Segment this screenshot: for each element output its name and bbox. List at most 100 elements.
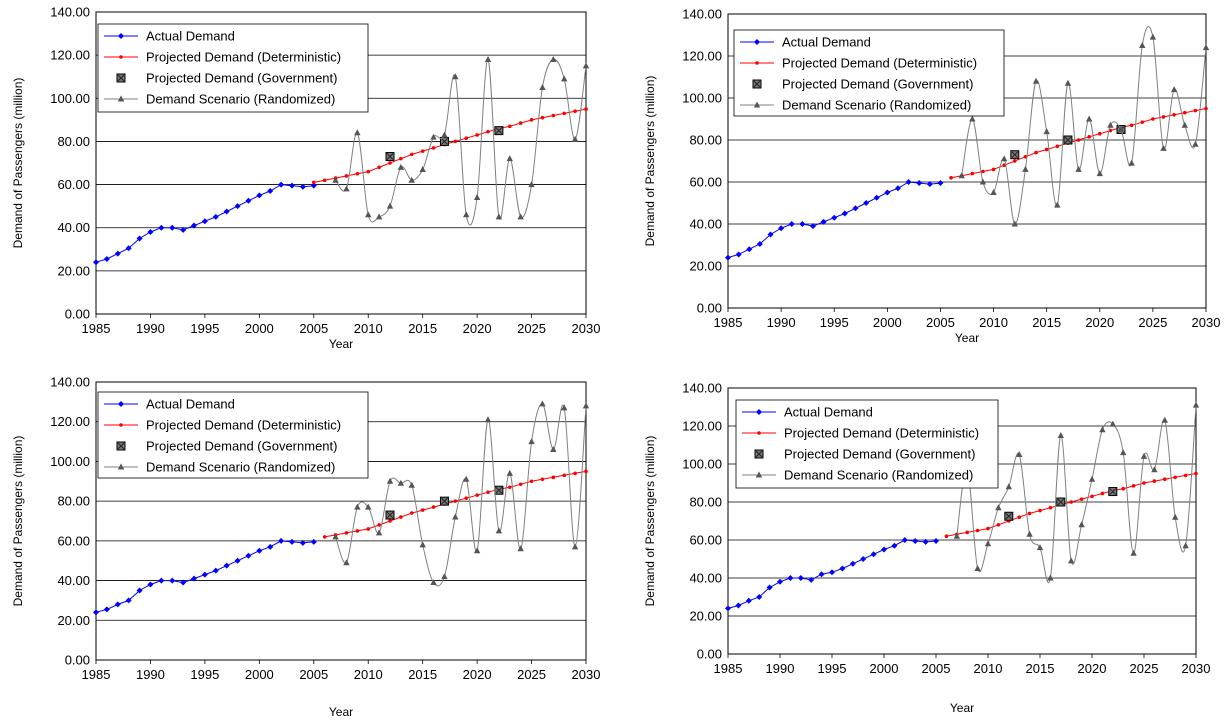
data-point-19 [528,438,535,445]
data-point-21 [1161,115,1166,119]
data-point-25 [584,469,588,474]
x-tick-label: 2030 [1182,661,1211,676]
data-point-16 [256,192,263,199]
data-point-17 [1128,159,1135,166]
legend-item-3: Projected Demand (Government) [754,447,975,462]
data-point-26 [584,107,588,111]
data-point-14 [1096,170,1103,177]
data-point-8 [797,575,804,581]
data-point-25 [573,109,577,114]
data-point-16 [1109,420,1116,427]
y-tick-label: 120.00 [682,49,722,64]
data-point-17 [486,129,490,134]
data-point-9 [1036,544,1044,551]
legend-label: Projected Demand (Deterministic) [146,50,341,65]
data-point-24 [573,471,577,476]
data-point-17 [267,543,274,550]
data-point-legend [754,449,764,459]
y-tick-label: 120.00 [50,48,90,63]
data-point-18 [905,179,912,185]
data-point-20 [1151,466,1158,473]
data-point-10 [820,218,827,225]
y-tick-label: 60.00 [689,533,722,548]
data-point-16 [495,213,503,220]
data-point-1 [725,254,731,261]
series-3 [385,485,504,520]
legend-label: Projected Demand (Deterministic) [782,56,977,71]
series-4 [958,26,1210,227]
data-point-6 [1011,220,1018,227]
data-point-22 [561,404,568,411]
data-point-legend [119,55,123,59]
data-point-24 [562,111,567,116]
data-point-12 [841,210,848,217]
legend-box [733,29,1005,117]
data-point-11 [829,569,835,576]
y-tick-label: 40.00 [57,573,90,588]
legend: Actual Demand Projected Demand (Determini… [97,391,369,479]
marker-cross-icon [1057,498,1065,506]
marker-cross-icon [1011,151,1019,159]
data-point-2 [103,255,110,262]
data-point-22 [1172,113,1176,117]
legend-item-4: Demand Scenario (Randomized) [104,92,335,107]
data-point-19 [1131,484,1136,488]
data-point-15 [484,55,492,62]
data-point-20 [1142,481,1146,485]
data-point-2 [322,178,327,183]
data-point-23 [571,543,579,550]
data-point-3 [494,485,504,495]
data-point-4 [344,174,349,178]
data-point-21 [550,446,557,453]
data-point-11 [201,571,208,578]
data-point-legend [119,423,123,427]
legend: Actual Demand Projected Demand (Determini… [735,399,999,489]
data-point-18 [1121,486,1125,491]
data-point-13 [453,499,458,503]
data-point-22 [551,475,556,480]
legend-item-2: Projected Demand (Deterministic) [740,56,977,71]
series-4 [953,401,1200,584]
data-point-13 [463,475,470,482]
data-point-4 [125,597,132,604]
data-point-7 [788,221,795,227]
data-point-legend [752,79,762,89]
data-point-2 [735,602,742,609]
data-point-5 [366,527,371,531]
data-point-6 [386,202,394,209]
data-point-13 [1085,115,1093,122]
data-point-5 [766,584,773,591]
data-point-16 [1100,491,1105,496]
data-point-7 [1013,159,1017,163]
data-point-11 [1064,79,1072,86]
data-point-2 [1056,497,1066,507]
data-point-15 [245,552,252,559]
data-point-11 [441,131,448,138]
data-point-18 [507,485,512,490]
data-point-11 [1048,505,1053,510]
data-point-5 [136,587,143,594]
chart-1: 0.00 20.00 40.00 60.00 80.00 100.00 120.00 140.… [11,5,600,352]
data-point-13 [852,205,859,212]
data-point-23 [551,113,556,118]
data-point-11 [201,218,208,225]
data-point-1 [1010,150,1020,160]
series-line [335,58,587,226]
y-tick-label: 20.00 [57,613,90,628]
data-point-17 [1120,449,1127,456]
legend-item-1: Actual Demand [742,405,873,420]
data-point-3 [354,129,361,136]
x-tick-label: 2000 [245,321,274,336]
data-point-15 [245,197,252,204]
y-tick-label: 140.00 [50,5,90,20]
data-point-15 [870,551,877,558]
y-tick-label: 20.00 [689,259,722,274]
data-point-11 [1055,144,1060,149]
data-point-23 [562,473,567,478]
series-4 [332,55,590,226]
marker-cross-icon [117,442,125,450]
data-point-7 [377,165,381,170]
x-tick-label: 2000 [245,667,274,682]
x-tick-label: 1985 [714,315,743,330]
data-point-19 [912,537,919,544]
